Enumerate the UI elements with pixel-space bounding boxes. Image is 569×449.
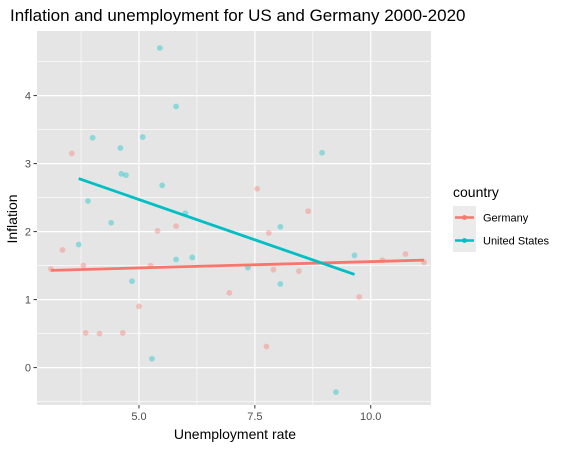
- x-axis-label: Unemployment rate: [174, 426, 296, 442]
- data-point-united-states: [333, 389, 339, 395]
- data-point-germany: [96, 330, 103, 337]
- data-point-germany: [270, 266, 277, 273]
- trend-lines: [50, 177, 425, 276]
- trend-line-germany: [50, 258, 425, 272]
- data-point-germany: [356, 293, 363, 300]
- axis-ticks: 5.0 7.5 10.0 0 1 2 3 4: [25, 91, 382, 423]
- data-point-united-states: [85, 198, 91, 204]
- data-point-germany: [82, 330, 89, 336]
- major-gridlines: [37, 31, 431, 405]
- data-point-united-states: [319, 149, 325, 156]
- data-point-united-states: [277, 281, 284, 287]
- data-point-germany: [59, 247, 66, 253]
- x-tick-label: 5.0: [131, 411, 146, 423]
- legend-key-point-united-states: [462, 238, 467, 243]
- data-point-germany: [305, 208, 312, 215]
- y-tick-label: 0: [25, 363, 31, 375]
- x-tick-label: 7.5: [247, 411, 262, 423]
- data-point-united-states: [117, 145, 124, 151]
- data-point-germany: [68, 150, 75, 157]
- plot-panel: [37, 31, 431, 405]
- legend-label-germany: Germany: [483, 213, 529, 225]
- data-point-united-states: [108, 219, 115, 226]
- data-point-germany: [136, 303, 142, 310]
- data-point-germany: [402, 251, 409, 257]
- data-point-united-states: [118, 170, 125, 177]
- data-point-germany: [265, 230, 272, 236]
- data-point-germany: [226, 289, 233, 296]
- y-tick-label: 1: [25, 295, 31, 307]
- y-tick-label: 4: [25, 91, 31, 103]
- data-point-united-states: [75, 241, 82, 248]
- data-point-united-states: [189, 254, 196, 261]
- data-point-united-states: [173, 103, 179, 110]
- data-point-germany: [173, 223, 179, 230]
- legend-title: country: [453, 184, 499, 200]
- data-point-united-states: [149, 355, 155, 362]
- data-point-united-states: [139, 134, 146, 140]
- y-tick-label: 3: [25, 159, 31, 171]
- trend-line-united-states: [78, 177, 355, 276]
- data-point-germany: [295, 268, 302, 274]
- data-point-germany: [263, 343, 270, 350]
- data-point-germany: [80, 262, 87, 269]
- legend-key-point-germany: [462, 215, 467, 220]
- chart-title: Inflation and unemployment for US and Ge…: [10, 6, 466, 25]
- data-point-germany: [154, 228, 161, 234]
- y-axis-label: Inflation: [4, 194, 20, 243]
- data-point-united-states: [123, 172, 129, 179]
- data-point-germany: [254, 185, 261, 192]
- data-points: [48, 45, 427, 395]
- data-point-germany: [119, 330, 126, 336]
- data-point-united-states: [277, 223, 284, 230]
- data-point-united-states: [89, 134, 96, 141]
- data-point-united-states: [351, 252, 358, 259]
- data-point-united-states: [159, 182, 166, 189]
- data-point-united-states: [156, 45, 163, 51]
- data-point-united-states: [129, 278, 135, 285]
- x-tick-label: 10.0: [360, 411, 381, 423]
- legend: country Germany United States: [453, 184, 550, 252]
- legend-label-united-states: United States: [483, 236, 550, 248]
- y-tick-label: 2: [25, 227, 31, 239]
- data-point-united-states: [173, 256, 179, 263]
